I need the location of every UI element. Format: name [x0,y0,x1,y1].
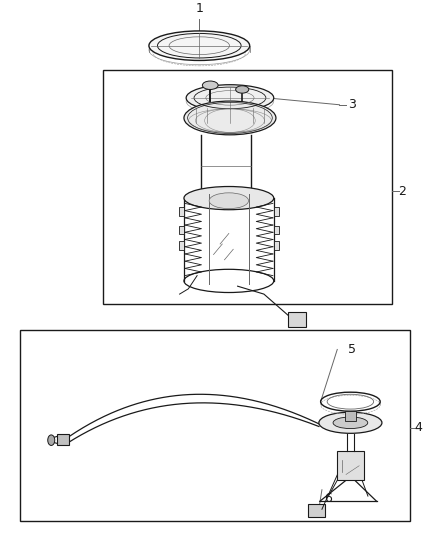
Ellipse shape [202,81,218,90]
Bar [179,207,184,215]
Text: 3: 3 [348,98,356,111]
Text: 4: 4 [414,421,422,434]
Text: 1: 1 [195,2,203,15]
Bar [20,330,410,521]
Bar [274,207,279,215]
Text: 5: 5 [348,343,356,356]
Text: 2: 2 [399,185,406,198]
Bar [179,241,184,250]
Ellipse shape [209,193,249,208]
Bar [274,241,279,250]
Bar [345,411,356,421]
Ellipse shape [186,85,274,111]
Ellipse shape [236,86,249,93]
Text: 6: 6 [324,492,332,505]
Ellipse shape [48,435,55,446]
Bar [337,451,364,480]
Bar [179,225,184,234]
Bar [103,70,392,304]
Bar [57,434,69,446]
Ellipse shape [184,101,276,135]
Bar [308,504,325,517]
Bar [288,312,307,327]
Bar [274,225,279,234]
Ellipse shape [184,187,274,209]
Ellipse shape [319,412,382,433]
Ellipse shape [149,31,250,60]
Ellipse shape [333,417,368,429]
